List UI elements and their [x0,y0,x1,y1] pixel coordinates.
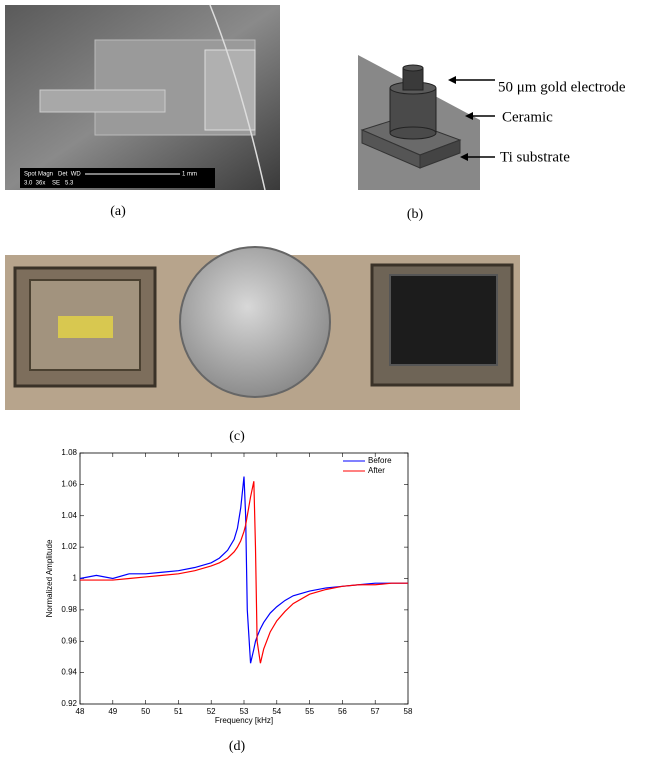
electrode-diagram [358,55,495,190]
y-tick-label: 1 [73,574,78,583]
y-tick-label: 1.04 [61,511,77,520]
x-tick-label: 52 [207,707,216,716]
x-tick-label: 58 [404,707,413,716]
y-tick-label: 0.98 [61,605,77,614]
x-tick-label: 57 [371,707,380,716]
x-tick-label: 50 [141,707,150,716]
y-tick-label: 1.08 [61,448,77,457]
panel-label: (a) [110,204,126,219]
y-tick-label: 0.92 [61,699,77,708]
x-tick-label: 53 [240,707,249,716]
legend-label: After [368,466,385,475]
figure: Spot Magn Det WD 3.0 36x SE 5.3 1 mm (a)… [0,0,659,762]
diagram-label: Ceramic [502,109,553,125]
y-tick-label: 1.06 [61,479,77,488]
panel-label: (b) [407,207,424,222]
x-axis-label: Frequency [kHz] [215,716,273,725]
y-tick-label: 0.96 [61,636,77,645]
device-photo [5,247,520,410]
x-tick-label: 56 [338,707,347,716]
sem-values: 3.0 36x SE 5.3 [24,181,74,187]
y-tick-label: 0.94 [61,668,77,677]
chart: 48 49 50 51 52 53 54 55 56 57 58 0.92 0.94 0.96 0.98 1 1… [45,448,413,725]
scale-bar: 1 mm [182,172,197,178]
x-tick-label: 49 [108,707,117,716]
sem-image: Spot Magn Det WD 3.0 36x SE 5.3 1 mm [5,5,280,190]
panel-label: (c) [229,429,245,444]
x-tick-label: 55 [305,707,314,716]
x-tick-label: 54 [272,707,281,716]
y-axis-label: Normalized Amplitude [45,539,54,617]
y-tick-label: 1.02 [61,542,77,551]
diagram-label: 50 μm gold electrode [498,79,626,95]
diagram-label: Ti substrate [500,149,570,165]
panel-label: (d) [229,739,246,754]
legend-label: Before [368,456,392,465]
sem-header: Spot Magn Det WD [24,172,81,178]
x-tick-label: 51 [174,707,183,716]
x-tick-label: 48 [76,707,85,716]
